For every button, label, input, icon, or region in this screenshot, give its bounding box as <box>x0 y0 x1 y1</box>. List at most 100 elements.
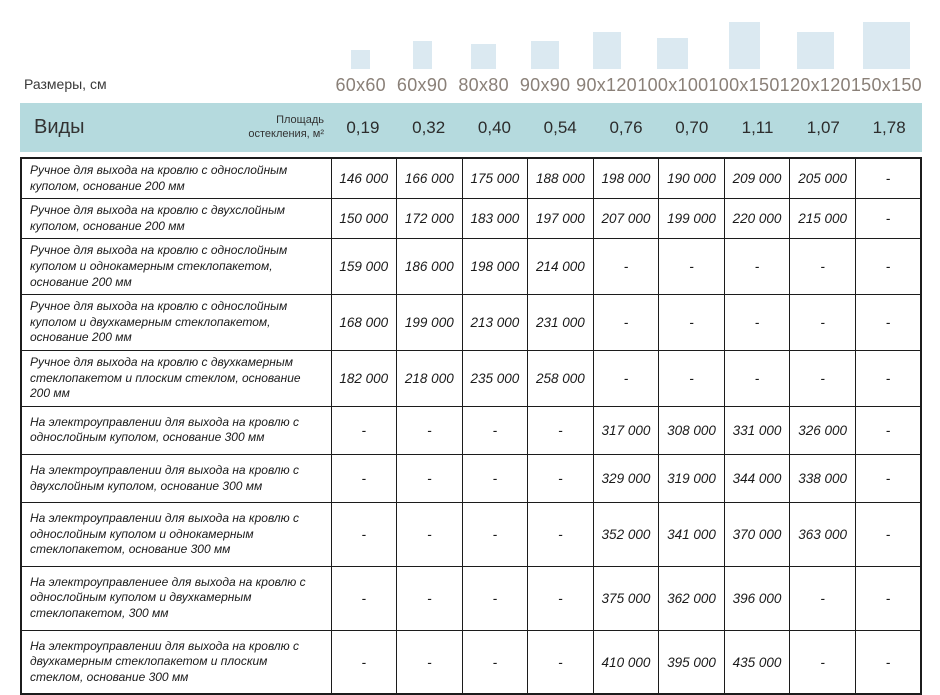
size-label: 80x80 <box>458 75 509 95</box>
size-label: 100x100 <box>637 75 709 95</box>
row-label: Ручное для выхода на кровлю с двухслойны… <box>20 198 332 240</box>
row-label: На электроуправлении для выхода на кровл… <box>20 453 332 504</box>
row-label: На электроуправлениее для выхода на кров… <box>20 565 332 631</box>
price-cell: - <box>854 157 922 200</box>
price-cell: 186 000 <box>396 238 463 296</box>
price-cell: - <box>789 294 856 351</box>
price-cell: - <box>330 453 398 504</box>
price-cell: 198 000 <box>461 238 529 296</box>
glazing-area-value: 0,76 <box>609 117 643 137</box>
price-cell: - <box>527 629 594 695</box>
size-square-icon <box>592 32 621 69</box>
price-cell: - <box>592 349 660 407</box>
table-row: На электроуправлении для выхода на кровл… <box>20 502 922 567</box>
glazing-area-value: 0,19 <box>346 117 380 137</box>
glazing-area-value: 1,78 <box>872 117 906 137</box>
price-cell: - <box>789 349 856 407</box>
row-label: Ручное для выхода на кровлю с однослойны… <box>20 294 332 351</box>
table-row: На электроуправлении для выхода на кровл… <box>20 405 922 455</box>
table-row: На электроуправлении для выхода на кровл… <box>20 453 922 504</box>
price-cell: 199 000 <box>396 294 463 351</box>
price-cell: - <box>396 502 463 567</box>
price-cell: 352 000 <box>592 502 660 567</box>
price-cell: - <box>592 238 660 296</box>
price-cell: - <box>527 565 594 631</box>
price-cell: - <box>854 502 922 567</box>
glazing-area-value: 0,70 <box>675 117 709 137</box>
price-cell: - <box>330 405 398 455</box>
price-cell: - <box>396 629 463 695</box>
price-cell: - <box>789 565 856 631</box>
price-cell: 146 000 <box>330 157 398 200</box>
price-cell: 338 000 <box>789 453 856 504</box>
size-square-icon <box>728 22 760 69</box>
sizes-caption: Размеры, см <box>24 76 107 92</box>
price-cell: 215 000 <box>789 198 856 240</box>
price-cell: 150 000 <box>330 198 398 240</box>
table-row: Ручное для выхода на кровлю с двухслойны… <box>20 198 922 240</box>
price-cell: - <box>461 565 529 631</box>
price-cell: 341 000 <box>658 502 725 567</box>
price-cell: - <box>789 238 856 296</box>
row-label: Ручное для выхода на кровлю с двухкамерн… <box>20 349 332 407</box>
price-cell: 308 000 <box>658 405 725 455</box>
price-cell: - <box>330 565 398 631</box>
price-cell: 235 000 <box>461 349 529 407</box>
price-cell: - <box>789 629 856 695</box>
price-cell: - <box>527 453 594 504</box>
glazing-area-line2: остекления, м² <box>248 127 324 140</box>
price-cell: - <box>658 349 725 407</box>
price-cell: 198 000 <box>592 157 660 200</box>
price-cell: 395 000 <box>658 629 725 695</box>
size-label: 90x90 <box>519 75 571 95</box>
price-cell: 199 000 <box>658 198 725 240</box>
price-table: Ручное для выхода на кровлю с однослойны… <box>20 157 922 695</box>
size-column-60x60: 60x60 <box>330 50 391 96</box>
glazing-area-heading: Площадь остекления, м² <box>248 114 324 142</box>
price-cell: 435 000 <box>723 629 791 695</box>
glazing-area-line1: Площадь <box>276 113 324 126</box>
size-column-60x90: 60x90 <box>391 41 452 96</box>
price-cell: - <box>658 238 725 296</box>
price-cell: - <box>723 238 791 296</box>
price-cell: - <box>461 405 529 455</box>
price-cell: 258 000 <box>527 349 594 407</box>
price-cell: 197 000 <box>527 198 594 240</box>
price-cell: - <box>461 629 529 695</box>
price-cell: - <box>854 349 922 407</box>
price-cell: 205 000 <box>789 157 856 200</box>
size-column-90x120: 90x120 <box>576 32 637 96</box>
sizes-strip: Размеры, см 60x60 60x90 80x80 90x90 90x120 10… <box>20 0 922 96</box>
price-cell: - <box>854 405 922 455</box>
price-cell: - <box>330 502 398 567</box>
price-cell: 183 000 <box>461 198 529 240</box>
table-header-band: Виды Площадь остекления, м² 0,19 0,32 0,40… <box>20 103 922 152</box>
row-label: Ручное для выхода на кровлю с однослойны… <box>20 157 332 200</box>
price-cell: - <box>854 629 922 695</box>
price-cell: - <box>854 453 922 504</box>
price-cell: 159 000 <box>330 238 398 296</box>
table-row: На электроуправлениее для выхода на кров… <box>20 565 922 631</box>
price-cell: - <box>723 294 791 351</box>
price-cell: - <box>527 405 594 455</box>
size-label: 120x120 <box>779 75 851 95</box>
price-cell: - <box>461 502 529 567</box>
price-cell: - <box>723 349 791 407</box>
glazing-area-value: 0,40 <box>477 117 511 137</box>
price-cell: 207 000 <box>592 198 660 240</box>
size-square-icon <box>657 38 689 69</box>
size-square-icon <box>471 44 497 69</box>
price-cell: 331 000 <box>723 405 791 455</box>
row-label: На электроуправлении для выхода на кровл… <box>20 405 332 455</box>
size-label: 90x120 <box>576 75 637 95</box>
price-cell: 329 000 <box>592 453 660 504</box>
table-row: Ручное для выхода на кровлю с двухкамерн… <box>20 349 922 407</box>
price-cell: 172 000 <box>396 198 463 240</box>
size-column-100x150: 100x150 <box>708 22 779 96</box>
size-label: 150x150 <box>850 75 922 95</box>
price-cell: - <box>330 629 398 695</box>
price-cell: - <box>527 502 594 567</box>
glazing-area-value: 1,07 <box>806 117 840 137</box>
price-cell: 326 000 <box>789 405 856 455</box>
row-label: Ручное для выхода на кровлю с однослойны… <box>20 238 332 296</box>
